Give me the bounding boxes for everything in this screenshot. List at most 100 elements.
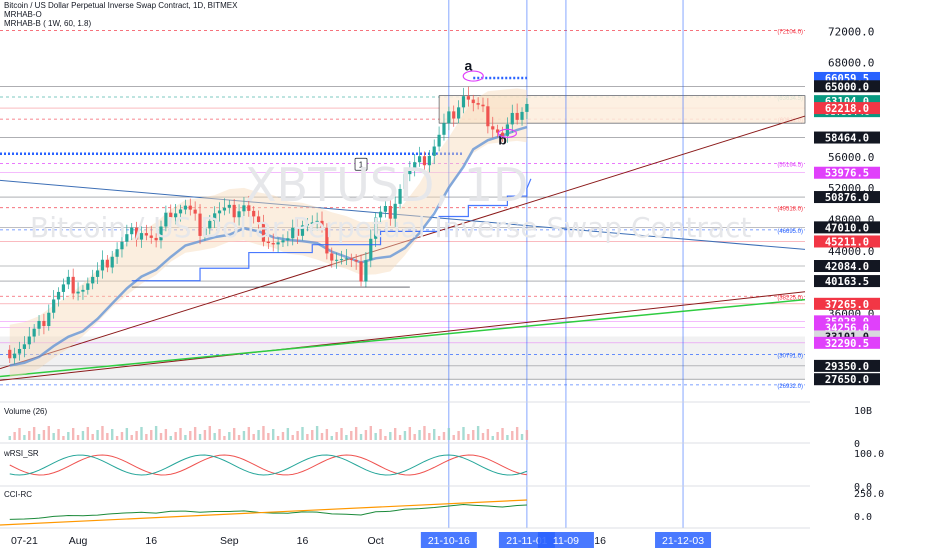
candle-body xyxy=(188,205,192,210)
candle-body xyxy=(8,349,12,359)
volume-bar xyxy=(262,426,265,440)
pane-tick-label: 10B xyxy=(854,406,872,417)
candle-body xyxy=(393,203,397,219)
candle-body xyxy=(174,213,178,218)
volume-bar xyxy=(506,435,509,440)
highlight-ellipse xyxy=(462,70,484,82)
candle-body xyxy=(442,123,446,135)
candle-body xyxy=(378,211,383,218)
price-label: 40163.5 xyxy=(825,276,869,288)
volume-bar xyxy=(232,428,236,440)
candle-body xyxy=(247,205,251,211)
volume-bar xyxy=(52,433,55,440)
volume-bar xyxy=(369,426,372,440)
volume-bar xyxy=(457,431,460,440)
candle-body xyxy=(227,204,231,208)
volume-bar xyxy=(511,431,514,440)
candle-body xyxy=(339,259,344,261)
candle-body xyxy=(364,260,368,282)
volume-bar xyxy=(120,432,124,440)
candle-body xyxy=(61,284,66,292)
pane-tick-label: 0 xyxy=(854,439,860,450)
annotations: a b 1 xyxy=(354,58,517,171)
volume-bar xyxy=(145,434,148,440)
volume-bar xyxy=(350,431,353,440)
candle-body xyxy=(408,168,412,175)
volume-bar xyxy=(408,427,412,440)
volume-bar xyxy=(23,435,26,440)
candle-body xyxy=(413,162,417,169)
volume-bar xyxy=(433,429,436,440)
volume-bar xyxy=(179,428,182,440)
volume-bar xyxy=(481,433,485,440)
level-line-label: (26932.0) xyxy=(777,384,803,390)
candle-body xyxy=(520,111,524,120)
volume-bar xyxy=(62,436,65,440)
volume-bar xyxy=(28,431,31,440)
candle-body xyxy=(37,320,41,329)
price-label-box xyxy=(814,275,880,288)
volume-bar xyxy=(101,426,104,440)
x-tick-label: 16 xyxy=(594,535,606,547)
price-label: 62218.0 xyxy=(825,103,869,115)
candle-body xyxy=(198,213,202,236)
cci-pane-label: CCI-RC xyxy=(4,490,32,499)
candle-body xyxy=(374,217,378,239)
step-line xyxy=(131,178,532,288)
candle-body xyxy=(335,259,339,261)
candle-body xyxy=(154,237,158,241)
price-label: 27650.0 xyxy=(825,374,869,386)
wave-marker-box xyxy=(354,157,368,171)
candle-body xyxy=(159,226,163,241)
candle-body xyxy=(208,220,212,229)
candle-body xyxy=(447,111,451,124)
volume-bar xyxy=(237,435,241,440)
green-trend-line xyxy=(0,298,806,378)
horizontal-levels: (72104.0)(63634.5)(60811.0)(55164.5)(495… xyxy=(0,30,806,390)
candle-body xyxy=(86,283,90,290)
level-line-label: (46695.0) xyxy=(777,229,803,235)
candle-body xyxy=(193,209,197,214)
candle-body xyxy=(437,134,441,147)
volume-bar xyxy=(423,426,426,440)
volume-bar xyxy=(379,429,382,440)
volume-bar xyxy=(311,430,314,440)
price-label-box xyxy=(814,297,880,310)
price-label-box xyxy=(814,221,880,234)
volume-bar xyxy=(140,427,143,440)
volume-bar xyxy=(81,431,85,440)
volume-bar xyxy=(193,427,197,440)
volume-bar xyxy=(242,431,246,440)
volume-bar xyxy=(359,434,363,440)
x-tick-label: 07-21 xyxy=(11,535,38,547)
time-tick-highlight xyxy=(420,532,477,548)
volume-bar xyxy=(47,426,50,440)
level-line-label: (49518.0) xyxy=(777,207,803,213)
price-label-box xyxy=(814,166,880,179)
volume-bar xyxy=(462,427,465,440)
volume-bar xyxy=(301,427,304,440)
candle-body xyxy=(476,103,480,105)
candle-body xyxy=(398,188,402,204)
candle-body xyxy=(383,206,388,212)
candle-body xyxy=(320,220,324,228)
volume-bar xyxy=(86,427,90,440)
wrsi-line xyxy=(9,454,527,476)
volume-bar xyxy=(476,426,480,440)
price-label: 58464.0 xyxy=(825,133,869,145)
candle-body xyxy=(95,270,100,277)
price-label-box xyxy=(814,260,880,273)
candle-body xyxy=(120,241,124,250)
volume-bar xyxy=(525,430,529,440)
volume-bar xyxy=(111,429,114,440)
candle-body xyxy=(237,211,241,218)
volume-bar xyxy=(486,429,490,440)
candle-body xyxy=(296,227,300,236)
volume-bar xyxy=(491,436,494,440)
y-tick-label: 44000.0 xyxy=(828,245,874,258)
candle-body xyxy=(125,234,129,242)
volume-bar xyxy=(389,432,392,440)
candle-body xyxy=(432,146,436,156)
volume-bar xyxy=(413,434,416,440)
